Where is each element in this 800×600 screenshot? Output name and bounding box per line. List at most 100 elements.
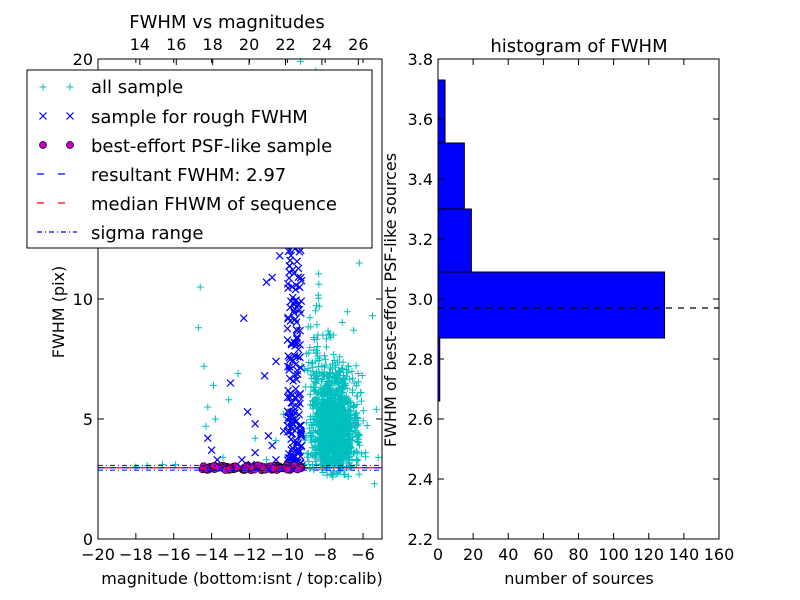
point-all-sample <box>328 421 336 429</box>
point-all-sample <box>336 353 344 361</box>
point-all-sample <box>322 440 330 448</box>
point-rough-fwhm <box>293 333 302 341</box>
point-all-sample <box>319 401 327 409</box>
x-tick-label: 20 <box>463 545 483 564</box>
point-all-sample <box>343 308 351 316</box>
point-psf-like <box>293 465 302 474</box>
point-rough-fwhm <box>283 324 292 333</box>
point-all-sample <box>331 452 339 460</box>
legend-label-rough-fwhm: sample for rough FWHM <box>91 107 308 128</box>
point-rough-fwhm <box>284 284 293 292</box>
point-rough-fwhm <box>285 261 294 270</box>
point-all-sample <box>321 406 329 414</box>
point-all-sample <box>323 471 331 479</box>
point-all-sample <box>330 426 338 434</box>
point-all-sample <box>338 365 346 373</box>
point-all-sample <box>358 372 366 380</box>
point-rough-fwhm <box>295 399 304 408</box>
point-all-sample <box>326 331 334 339</box>
point-all-sample <box>332 363 340 371</box>
point-all-sample <box>330 350 338 358</box>
point-rough-fwhm <box>296 340 304 349</box>
point-all-sample <box>348 367 356 375</box>
point-all-sample <box>328 432 336 440</box>
x-tick-label: 140 <box>669 545 700 564</box>
series-rough-fwhm <box>203 237 306 473</box>
point-all-sample <box>310 335 318 343</box>
top-x-tick-label: 26 <box>348 35 368 54</box>
point-all-sample <box>331 397 339 405</box>
point-all-sample <box>315 363 323 371</box>
point-all-sample <box>312 357 320 365</box>
legend-label-psf-like: best-effort PSF-like sample <box>91 136 332 157</box>
point-rough-fwhm <box>283 407 292 416</box>
point-rough-fwhm <box>295 410 304 419</box>
x-tick-label: −12 <box>233 545 267 564</box>
point-rough-fwhm <box>239 314 248 323</box>
point-all-sample <box>349 374 357 382</box>
point-all-sample <box>346 416 354 424</box>
point-all-sample <box>354 369 362 377</box>
y-tick-label: 2.4 <box>408 470 433 489</box>
point-all-sample <box>331 442 339 450</box>
legend-marker-rough-fwhm <box>66 112 74 120</box>
point-rough-fwhm <box>286 389 294 398</box>
point-all-sample <box>312 302 320 310</box>
point-all-sample <box>204 403 212 411</box>
point-rough-fwhm <box>293 352 302 361</box>
point-rough-fwhm <box>279 427 288 435</box>
point-all-sample <box>309 363 317 371</box>
scatter-x-axis: −20 −18 −16 −14 −12 −10 −8 −6 <box>81 59 375 564</box>
scatter-plot-area <box>98 57 382 488</box>
point-all-sample <box>315 302 323 310</box>
point-all-sample <box>314 343 322 351</box>
point-all-sample <box>310 401 318 409</box>
point-rough-fwhm <box>293 326 302 335</box>
x-tick-label: 100 <box>598 545 629 564</box>
point-all-sample <box>345 441 353 449</box>
point-all-sample <box>263 456 271 464</box>
point-all-sample <box>316 442 324 450</box>
legend-label-median-fwhm: median FHWM of sequence <box>91 194 337 215</box>
point-all-sample <box>324 452 332 460</box>
point-rough-fwhm <box>293 366 302 375</box>
point-all-sample <box>325 330 333 338</box>
point-all-sample <box>357 388 365 396</box>
histogram-bar <box>437 142 465 210</box>
point-psf-like <box>225 464 234 473</box>
y-tick-label: 3.0 <box>408 290 433 309</box>
point-all-sample <box>312 437 320 445</box>
point-all-sample <box>225 396 233 404</box>
point-rough-fwhm <box>289 452 298 461</box>
point-psf-like <box>202 464 211 473</box>
point-all-sample <box>211 415 219 423</box>
point-all-sample <box>306 314 314 322</box>
point-all-sample <box>312 453 320 461</box>
point-all-sample <box>324 445 332 453</box>
top-x-tick-label: 14 <box>130 35 150 54</box>
point-rough-fwhm <box>296 452 305 461</box>
point-all-sample <box>302 383 310 391</box>
histogram-x-label: number of sources <box>504 569 654 588</box>
point-all-sample <box>327 409 335 417</box>
point-all-sample <box>322 405 330 413</box>
point-all-sample <box>342 409 350 417</box>
y-tick-label: 3.4 <box>408 170 433 189</box>
point-rough-fwhm <box>295 283 304 292</box>
point-all-sample <box>342 420 350 428</box>
point-all-sample <box>340 457 348 465</box>
point-all-sample <box>358 450 366 458</box>
point-all-sample <box>337 419 345 427</box>
point-rough-fwhm <box>296 363 305 372</box>
point-all-sample <box>200 362 208 370</box>
point-all-sample <box>325 384 333 392</box>
point-all-sample <box>320 458 328 466</box>
point-all-sample <box>346 375 354 383</box>
y-tick-label: 10 <box>73 290 93 309</box>
point-all-sample <box>355 470 363 478</box>
point-all-sample <box>353 392 361 400</box>
point-all-sample <box>303 350 311 358</box>
point-all-sample <box>355 259 363 267</box>
point-all-sample <box>336 455 344 463</box>
x-tick-label: −20 <box>81 545 115 564</box>
